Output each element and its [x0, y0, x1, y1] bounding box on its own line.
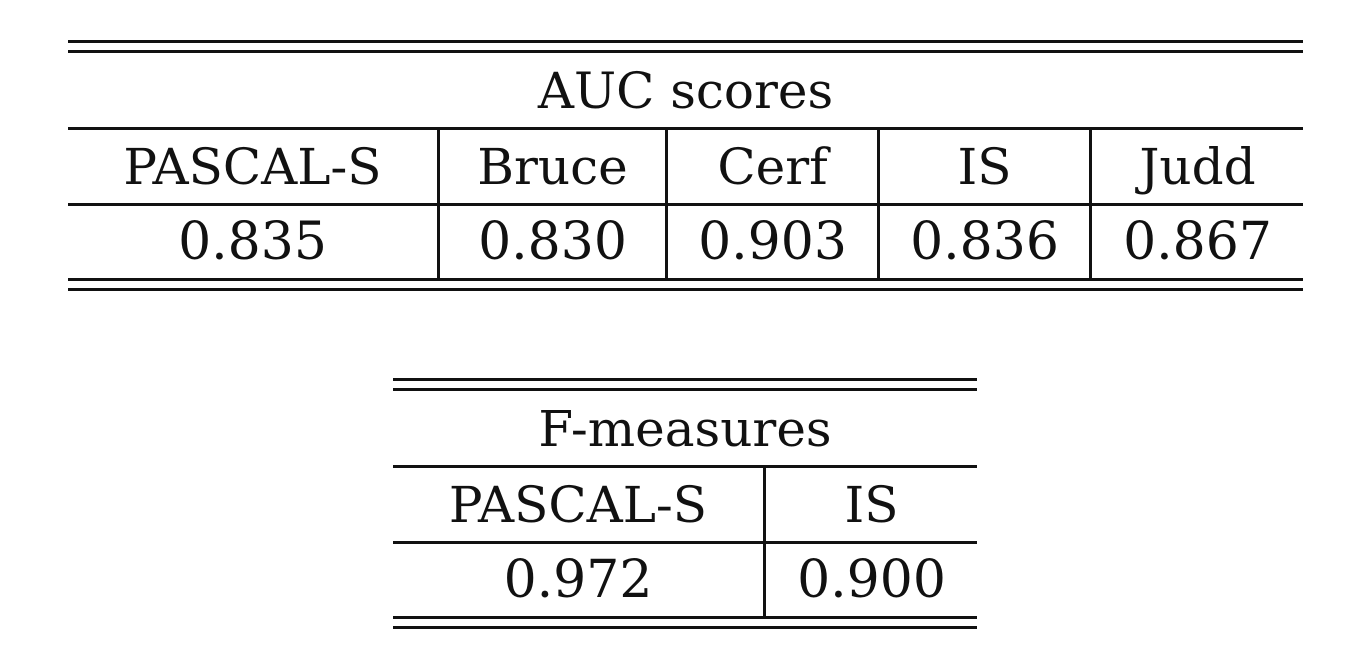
- column-header-bruce: Bruce: [477, 138, 628, 196]
- bottom-double-rule-lower: [393, 626, 977, 629]
- value-is: 0.836: [910, 212, 1059, 272]
- value-bruce: 0.830: [478, 212, 627, 272]
- header-rule: [393, 541, 977, 544]
- top-double-rule-upper: [393, 378, 977, 381]
- auc-scores-table: AUC scores PASCAL-S Bruce Cerf IS Judd 0…: [68, 40, 1303, 294]
- title-rule: [393, 465, 977, 468]
- f-measures-table: F-measures PASCAL-S IS 0.972 0.900: [393, 378, 977, 634]
- column-header-pascal-s: PASCAL-S: [448, 476, 708, 534]
- header-rule: [68, 203, 1303, 206]
- value-pascal-s: 0.835: [178, 212, 327, 272]
- value-cerf: 0.903: [698, 212, 847, 272]
- top-double-rule-upper: [68, 40, 1303, 43]
- title-rule: [68, 127, 1303, 130]
- bottom-double-rule-upper: [393, 616, 977, 619]
- value-pascal-s: 0.972: [503, 550, 653, 610]
- top-double-rule-lower: [393, 388, 977, 391]
- table-title: AUC scores: [537, 61, 834, 120]
- bottom-double-rule-upper: [68, 278, 1303, 281]
- column-header-pascal-s: PASCAL-S: [123, 138, 382, 196]
- column-header-is: IS: [957, 138, 1012, 196]
- bottom-double-rule-lower: [68, 288, 1303, 291]
- table-title: F-measures: [538, 399, 832, 458]
- column-header-judd: Judd: [1139, 138, 1256, 196]
- value-judd: 0.867: [1123, 212, 1272, 272]
- value-is: 0.900: [797, 550, 946, 610]
- column-header-is: IS: [844, 476, 899, 534]
- top-double-rule-lower: [68, 50, 1303, 53]
- column-header-cerf: Cerf: [717, 138, 828, 196]
